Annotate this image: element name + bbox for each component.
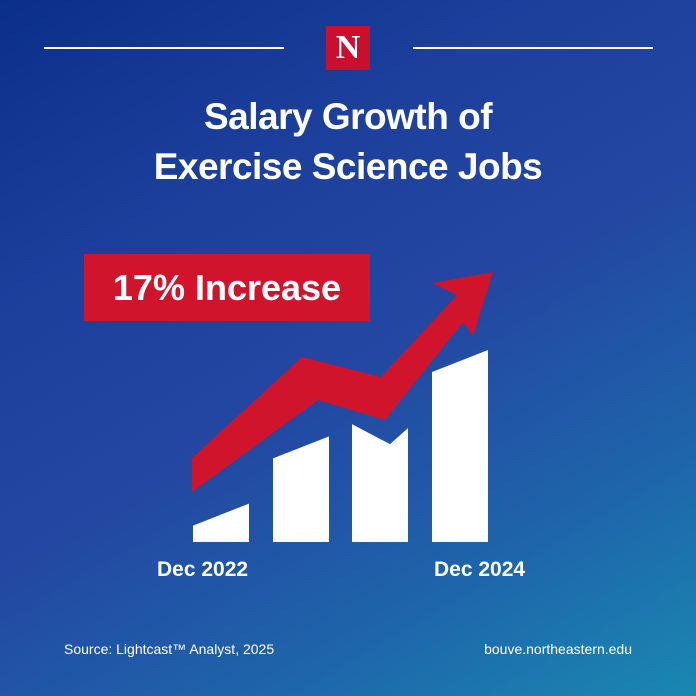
bar-3 bbox=[352, 424, 408, 542]
title-line-2: Exercise Science Jobs bbox=[153, 146, 543, 187]
bar-4 bbox=[432, 350, 488, 542]
title-line-1: Salary Growth of bbox=[203, 96, 493, 137]
increase-callout: 17% Increase bbox=[84, 254, 370, 321]
bar-1 bbox=[193, 503, 249, 542]
source-note: Source: Lightcast™ Analyst, 2025 bbox=[64, 641, 275, 657]
trend-arrow bbox=[192, 272, 493, 492]
header-rule-right bbox=[413, 47, 653, 49]
x-tick-label-first: Dec 2022 bbox=[157, 558, 249, 581]
northeastern-logo: N bbox=[326, 26, 370, 70]
x-tick-label-last: Dec 2024 bbox=[434, 558, 526, 581]
header-rule-left bbox=[44, 47, 284, 49]
website-url: bouve.northeastern.edu bbox=[484, 641, 632, 657]
page-title: Salary Growth of Exercise Science Jobs bbox=[0, 92, 696, 192]
bar-2 bbox=[273, 436, 329, 542]
